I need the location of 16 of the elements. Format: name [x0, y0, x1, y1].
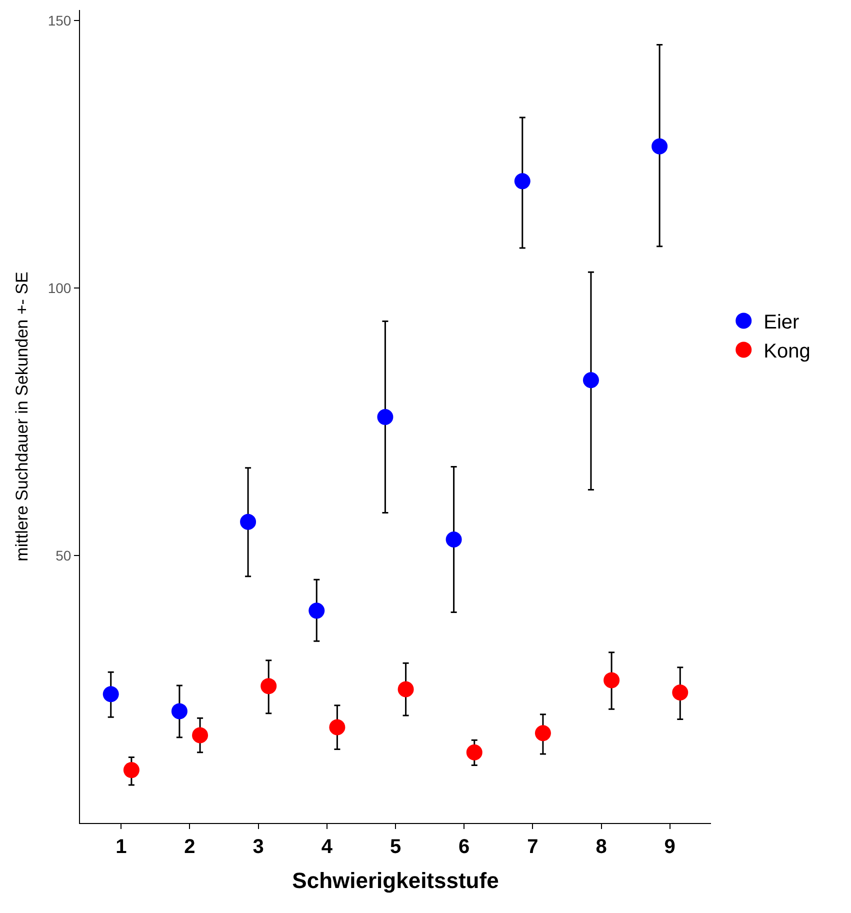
x-tick-label: 1 — [116, 836, 127, 858]
y-axis-title: mittlere Suchdauer in Sekunden +- SE — [12, 272, 32, 562]
y-tick-label: 50 — [56, 547, 72, 564]
y-tick-label: 100 — [48, 280, 72, 296]
legend-label: Kong — [764, 340, 810, 362]
x-axis-title: Schwierigkeitsstufe — [292, 868, 499, 893]
x-tick-label: 8 — [596, 836, 607, 858]
y-tick-label: 150 — [48, 12, 72, 29]
x-tick-label: 4 — [321, 836, 334, 858]
x-tick-label: 2 — [184, 836, 196, 858]
x-tick-label: 3 — [252, 836, 264, 858]
x-tick-label: 9 — [664, 836, 676, 858]
x-tick-label: 5 — [390, 836, 402, 858]
legend-label: Eier — [764, 312, 800, 334]
x-tick-label: 6 — [458, 836, 470, 858]
x-tick-label: 7 — [527, 836, 538, 858]
